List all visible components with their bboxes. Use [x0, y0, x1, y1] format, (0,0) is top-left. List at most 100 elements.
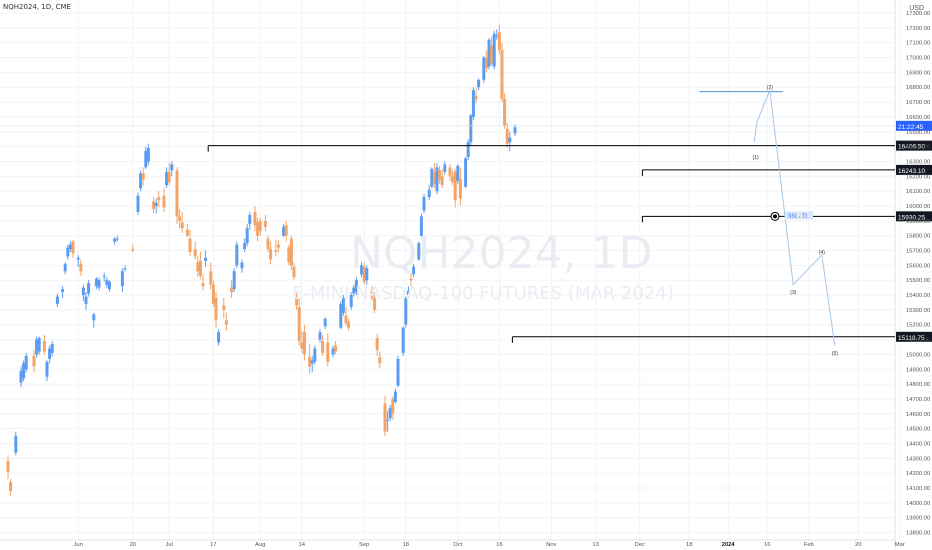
- time-tick-label: Jun: [74, 542, 83, 548]
- time-tick-label: 2024: [722, 542, 736, 548]
- candle-body: [45, 361, 49, 377]
- candle-body: [178, 216, 182, 221]
- candle-body: [339, 303, 343, 328]
- candle-body: [253, 211, 257, 226]
- wave-label: (5): [832, 351, 838, 357]
- candle-body: [341, 298, 345, 313]
- candle-body: [84, 296, 88, 304]
- price-tick-label: 16800.00: [906, 85, 930, 91]
- candle-body: [482, 57, 486, 80]
- candle-body: [430, 168, 434, 187]
- candle-body: [297, 306, 301, 342]
- price-tick-label: 16500.00: [906, 130, 930, 136]
- candle-body: [289, 238, 293, 266]
- candle-body: [409, 278, 413, 281]
- current-price-label: 21:22:45: [898, 124, 924, 131]
- candle-body: [373, 298, 377, 310]
- candle-body: [370, 290, 374, 299]
- candle-body: [505, 128, 509, 144]
- price-tick-label: 14400.00: [906, 442, 930, 448]
- candle-body: [360, 265, 364, 275]
- time-tick-label: 17: [210, 542, 216, 548]
- candle-body: [139, 173, 143, 189]
- candle-body: [318, 332, 322, 340]
- symbol-title[interactable]: NQH2024, 1D, CME: [3, 3, 71, 11]
- candle-body: [222, 305, 226, 310]
- candle-body: [146, 148, 150, 162]
- candle-body: [167, 171, 171, 183]
- candle-body: [464, 158, 468, 187]
- candle-body: [170, 164, 174, 171]
- candle-body: [334, 345, 338, 352]
- candle-body: [136, 195, 140, 212]
- candle-body: [284, 225, 288, 236]
- candle-body: [354, 280, 358, 293]
- price-tick-label: 13800.00: [906, 531, 930, 537]
- candle-body: [448, 167, 452, 177]
- candle-body: [61, 289, 65, 293]
- candle-body: [422, 197, 426, 211]
- candle-body: [102, 275, 106, 277]
- candle-body: [196, 262, 200, 272]
- candle-body: [292, 266, 296, 278]
- price-tick-label: 16700.00: [906, 100, 930, 106]
- candle-body: [347, 321, 351, 328]
- candle-body: [474, 96, 478, 100]
- candle-body: [94, 278, 98, 287]
- price-tick-label: 15700.00: [906, 249, 930, 255]
- candle-body: [14, 436, 18, 453]
- candle-body: [344, 315, 348, 324]
- candle-body: [185, 229, 189, 236]
- candle-body: [193, 249, 197, 257]
- candle-body: [406, 290, 410, 296]
- candle-body: [6, 461, 10, 472]
- target-label-bg: [785, 211, 813, 220]
- candle-body: [477, 79, 481, 88]
- candle-body: [287, 247, 291, 263]
- target-marker-dot: [773, 214, 777, 219]
- symbol-description-watermark: E-MINI NASDAQ-100 FUTURES (MAR 2024): [292, 283, 674, 304]
- candle-body: [243, 243, 247, 250]
- candle-body: [308, 357, 312, 367]
- wave-label: (2): [767, 85, 773, 91]
- candle-body: [19, 370, 23, 383]
- candle-body: [456, 165, 460, 181]
- candle-body: [24, 355, 28, 370]
- price-tick-label: 15100.00: [906, 338, 930, 344]
- price-tick-label: 15800.00: [906, 234, 930, 240]
- candle-body: [175, 170, 179, 217]
- price-tick-label: 15300.00: [906, 308, 930, 314]
- level-price-tag: [896, 140, 932, 151]
- candle-body: [388, 407, 392, 419]
- price-tick-label: 16300.00: [906, 159, 930, 165]
- candle-body: [258, 220, 262, 232]
- level-price-tag: [896, 211, 932, 222]
- time-tick-label: Feb: [804, 542, 814, 548]
- candle-body: [438, 170, 442, 180]
- candle-body: [391, 398, 395, 414]
- candle-body: [141, 173, 145, 180]
- candle-body: [440, 176, 444, 186]
- candle-body: [362, 266, 366, 282]
- price-tick-label: 16000.00: [906, 204, 930, 210]
- time-tick-label: Mar: [895, 542, 905, 548]
- candle-body: [331, 348, 335, 355]
- price-tick-label: 14700.00: [906, 397, 930, 403]
- candle-body: [71, 241, 75, 254]
- candle-body: [35, 339, 39, 355]
- candle-body: [349, 295, 353, 307]
- wave-projection-path[interactable]: [756, 90, 836, 346]
- candle-body: [386, 419, 390, 421]
- candle-body: [48, 348, 52, 359]
- candle-body: [115, 238, 119, 240]
- price-tick-label: 15400.00: [906, 293, 930, 299]
- time-tick-label: 20: [855, 542, 861, 548]
- candle-body: [383, 403, 387, 432]
- candle-body: [417, 243, 421, 260]
- candle-body: [469, 115, 473, 143]
- price-tick-label: 16600.00: [906, 115, 930, 121]
- candle-body: [378, 357, 382, 364]
- candle-body: [162, 195, 166, 208]
- candle-body: [123, 268, 127, 270]
